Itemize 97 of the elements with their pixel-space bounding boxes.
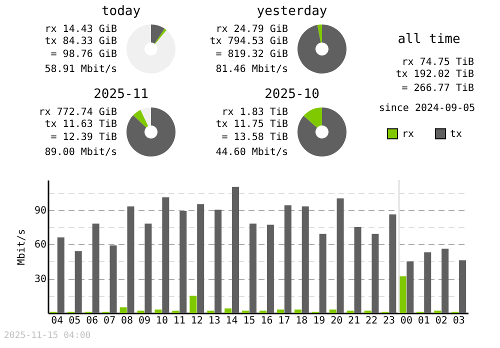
x-tick-label: 14 xyxy=(226,316,238,326)
x-tick-label: 19 xyxy=(313,316,326,326)
x-tick-label: 15 xyxy=(243,316,256,326)
bar xyxy=(224,308,232,313)
bar xyxy=(127,206,134,313)
text: = 13.58 TiB xyxy=(222,132,288,143)
text: rx 772.74 GiB xyxy=(38,107,117,118)
text: all time xyxy=(398,32,460,47)
bar xyxy=(372,234,379,313)
donut-slice xyxy=(126,24,176,74)
x-tick-label: 21 xyxy=(348,316,360,326)
x-tick-label: 16 xyxy=(260,316,273,326)
x-tick-label: 18 xyxy=(296,316,308,326)
text: since 2024-09-05 xyxy=(378,103,476,114)
x-tick-label: 08 xyxy=(121,316,134,326)
donut-slice xyxy=(317,24,322,43)
bar xyxy=(74,251,82,313)
legend-label: rx xyxy=(402,128,414,140)
text: tx 11.63 TiB xyxy=(44,119,117,130)
text: 81.46 Mbit/s xyxy=(216,64,288,75)
x-tick-label: 23 xyxy=(382,316,395,326)
bar xyxy=(120,307,127,313)
text: 89.00 Mbit/s xyxy=(44,147,117,158)
text: 58.91 Mbit/s xyxy=(44,64,117,75)
text: tx 794.53 GiB xyxy=(210,36,288,47)
donut-slice xyxy=(298,24,346,74)
chart-title: 2025-11 xyxy=(94,87,148,102)
bar xyxy=(190,296,197,313)
x-tick-label: 20 xyxy=(330,316,343,326)
x-tick-label: 12 xyxy=(190,316,203,326)
x-tick-label: 04 xyxy=(51,316,64,326)
x-tick-label: 11 xyxy=(173,316,186,326)
y-tick-label: 90 xyxy=(34,205,46,216)
x-tick-label: 01 xyxy=(418,316,430,326)
x-tick-label: 17 xyxy=(278,316,290,326)
chart-title: today xyxy=(101,4,141,19)
x-tick-label: 22 xyxy=(365,316,378,326)
x-tick-label: 05 xyxy=(68,316,81,326)
bar xyxy=(459,260,466,313)
y-axis-title: Mbit/s xyxy=(16,228,28,266)
chart-title: yesterday xyxy=(256,4,328,19)
bar xyxy=(442,248,449,313)
bar xyxy=(406,261,414,313)
bar xyxy=(284,205,292,313)
bar xyxy=(92,224,100,313)
bar xyxy=(154,310,162,313)
text: tx 11.75 TiB xyxy=(216,119,288,130)
bar xyxy=(302,206,309,313)
bar xyxy=(294,310,302,313)
text: rx 74.75 TiB xyxy=(402,57,474,68)
bar xyxy=(162,197,170,313)
text: = 266.77 TiB xyxy=(402,83,474,94)
text: rx 14.43 GiB xyxy=(44,24,117,35)
bar xyxy=(232,186,240,313)
x-tick-label: 09 xyxy=(138,316,151,326)
bar xyxy=(144,224,152,313)
bar xyxy=(57,237,64,313)
text: 44.60 Mbit/s xyxy=(216,147,288,158)
donut-slice xyxy=(154,28,167,44)
text: rx 1.83 TiB xyxy=(222,107,288,118)
y-tick-label: 30 xyxy=(34,274,46,286)
bar xyxy=(110,245,117,313)
x-tick-label: 13 xyxy=(208,316,220,326)
bar xyxy=(197,204,204,313)
bar xyxy=(276,310,284,313)
x-tick-label: 06 xyxy=(86,316,98,326)
bar xyxy=(354,227,362,313)
donut-slice xyxy=(151,24,165,44)
text: = 98.76 GiB xyxy=(50,49,117,60)
x-tick-label: 03 xyxy=(452,316,465,326)
bar xyxy=(319,234,326,313)
text: tx 192.02 TiB xyxy=(396,69,474,80)
chart-title: 2025-10 xyxy=(264,87,320,102)
text: tx 84.33 GiB xyxy=(44,36,117,47)
bar xyxy=(249,224,256,313)
bar xyxy=(266,224,274,313)
legend-label: tx xyxy=(450,128,462,140)
y-tick-label: 60 xyxy=(34,240,46,251)
text: 2025-11-15 04:00 xyxy=(4,331,91,341)
x-tick-label: 00 xyxy=(400,316,412,326)
bar xyxy=(329,310,336,313)
text: = 12.39 TiB xyxy=(50,132,117,143)
bar xyxy=(389,214,396,313)
x-tick-label: 07 xyxy=(104,316,116,326)
bar xyxy=(214,210,222,313)
donut-slice xyxy=(304,108,322,128)
x-tick-label: 10 xyxy=(156,316,168,326)
bar xyxy=(180,210,187,313)
x-tick-label: 02 xyxy=(435,316,448,326)
text: rx 24.79 GiB xyxy=(216,24,288,35)
donut-slice xyxy=(126,108,176,156)
donut-slice xyxy=(133,110,148,128)
donut-slice xyxy=(298,108,346,156)
donut-slice xyxy=(140,108,151,126)
bar xyxy=(336,198,344,313)
bar xyxy=(424,252,432,313)
text: = 819.32 GiB xyxy=(216,49,288,60)
